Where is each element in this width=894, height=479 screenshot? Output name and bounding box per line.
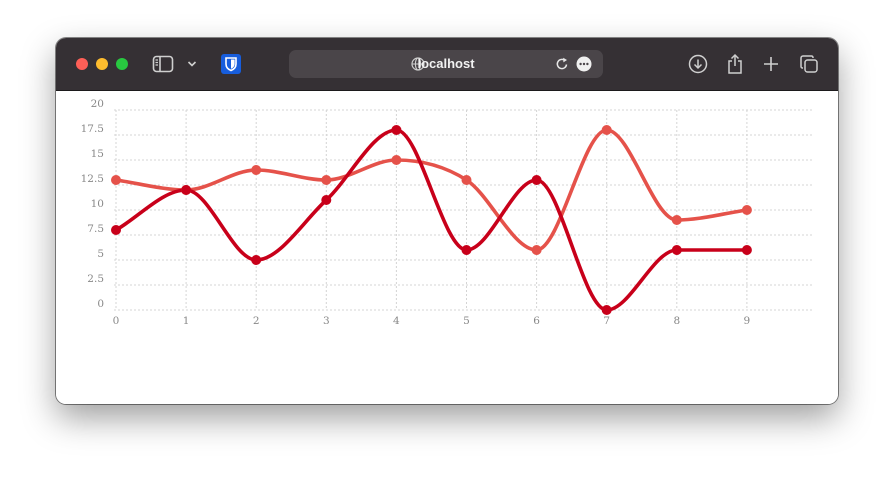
- series-2-point: [741, 205, 752, 215]
- x-tick-label: 3: [323, 315, 330, 327]
- plus-icon[interactable]: [759, 52, 783, 76]
- series-2-point: [671, 215, 682, 225]
- x-tick-label: 5: [463, 315, 470, 327]
- x-tick-label: 2: [253, 315, 260, 327]
- x-tick-label: 9: [744, 315, 751, 327]
- series-2-point: [531, 245, 542, 255]
- x-tick-label: 4: [393, 315, 400, 327]
- series-2-point: [251, 165, 262, 175]
- x-tick-label: 0: [113, 315, 120, 327]
- series-2-point: [391, 155, 402, 165]
- series-1-point: [601, 305, 612, 315]
- bitwarden-shield-icon[interactable]: [219, 52, 243, 76]
- series-1-point: [461, 245, 472, 255]
- x-tick-label: 6: [533, 315, 540, 327]
- close-window-button[interactable]: [76, 58, 88, 70]
- browser-window: localhost 0 2.5 5 7.5 10 12.5 15 17.5 20 0 1 2 3 4 5 6 7…: [56, 38, 838, 404]
- chevron-down-icon[interactable]: [180, 52, 204, 76]
- series-2-point: [461, 175, 472, 185]
- address-bar[interactable]: localhost: [289, 50, 603, 78]
- reload-icon[interactable]: [550, 52, 574, 76]
- y-tick-label: 17.5: [81, 123, 104, 135]
- page-content: 0 2.5 5 7.5 10 12.5 15 17.5 20 0 1 2 3 4 5 6 7 8 9: [56, 91, 838, 404]
- tabs-icon[interactable]: [797, 52, 821, 76]
- series-1-line: [114, 128, 749, 312]
- series-1-point: [181, 185, 192, 195]
- series-2-point: [111, 175, 121, 185]
- x-tick-label: 7: [603, 315, 610, 327]
- series-1-point: [671, 245, 682, 255]
- series-1-point: [321, 195, 332, 205]
- browser-toolbar: localhost: [56, 38, 838, 91]
- url-text: localhost: [417, 56, 475, 71]
- series-2-point: [601, 125, 612, 135]
- series-1-point: [251, 255, 262, 265]
- globe-icon: [406, 52, 430, 76]
- series-2-point: [321, 175, 332, 185]
- series-1-point: [391, 125, 402, 135]
- y-tick-label: 5: [97, 248, 104, 260]
- y-tick-label: 12.5: [81, 173, 104, 185]
- x-tick-label: 8: [673, 315, 680, 327]
- download-icon[interactable]: [686, 52, 710, 76]
- zoom-window-button[interactable]: [116, 58, 128, 70]
- more-icon[interactable]: [572, 52, 596, 76]
- series-1-point: [111, 225, 121, 235]
- y-tick-label: 15: [91, 148, 104, 160]
- y-tick-label: 20: [91, 98, 104, 110]
- line-chart: 0 2.5 5 7.5 10 12.5 15 17.5 20 0 1 2 3 4 5 6 7 8 9: [81, 98, 814, 327]
- share-icon[interactable]: [723, 52, 747, 76]
- x-tick-label: 1: [183, 315, 190, 327]
- series-1-point: [741, 245, 752, 255]
- y-tick-label: 2.5: [87, 273, 104, 285]
- y-tick-label: 10: [91, 198, 104, 210]
- series-1-point: [531, 175, 542, 185]
- sidebar-icon[interactable]: [151, 52, 175, 76]
- y-tick-label: 0: [97, 298, 104, 310]
- minimize-window-button[interactable]: [96, 58, 108, 70]
- y-tick-label: 7.5: [87, 223, 104, 235]
